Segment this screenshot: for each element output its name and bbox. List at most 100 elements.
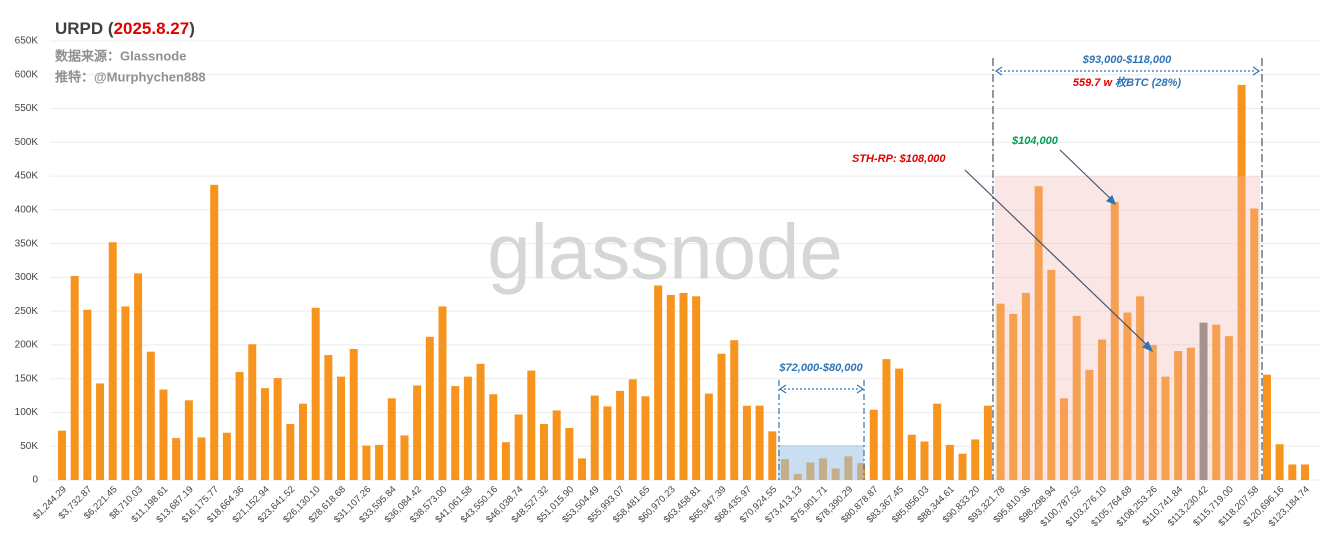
bar	[1110, 201, 1119, 481]
bar	[654, 285, 663, 480]
bar	[489, 394, 498, 480]
y-tick-label: 250K	[15, 306, 39, 317]
arrow-heads	[994, 66, 1261, 76]
bar	[1047, 269, 1056, 480]
bar	[983, 405, 992, 480]
bar	[172, 438, 181, 480]
bar	[425, 336, 434, 480]
bar	[1034, 186, 1043, 480]
bar	[83, 309, 92, 480]
bar	[616, 390, 625, 480]
subtitle: 数据来源：Glassnode	[55, 48, 186, 63]
bar	[121, 306, 130, 480]
bar	[438, 306, 447, 480]
watermark: glassnode	[487, 208, 843, 296]
y-tick-label: 50K	[20, 441, 38, 452]
bar	[514, 414, 523, 480]
bar	[755, 405, 764, 480]
bar	[362, 445, 371, 480]
bar	[1301, 464, 1309, 480]
bar	[248, 344, 257, 480]
bar	[413, 385, 422, 480]
subtitle: 推特：@Murphychen888	[55, 69, 206, 84]
guides	[778, 58, 1263, 480]
range-low-shade	[778, 445, 864, 480]
bar	[1136, 296, 1145, 480]
bar	[692, 296, 701, 480]
y-tick-label: 450K	[15, 171, 39, 182]
bar	[628, 379, 637, 480]
bar	[260, 388, 269, 480]
bar	[578, 458, 587, 480]
bar	[96, 383, 105, 480]
bar	[324, 355, 333, 480]
bar	[1060, 398, 1069, 480]
arrow-heads	[778, 384, 865, 394]
y-tick-label: 150K	[15, 373, 39, 384]
bar	[552, 410, 561, 480]
annotation-part: 559.7 w	[1073, 77, 1114, 89]
bar	[311, 307, 320, 480]
bar	[717, 353, 726, 480]
grid: 0 50K 100K 150K 200K 250K 300K 350K 400K 450K 500K…	[15, 36, 1320, 486]
bar	[349, 348, 358, 480]
bar	[108, 242, 117, 480]
bar	[387, 398, 396, 480]
bar	[463, 376, 472, 480]
y-tick-label: 400K	[15, 204, 39, 215]
bar	[58, 430, 66, 480]
bar	[337, 376, 346, 480]
y-tick-label: 600K	[15, 69, 39, 80]
bar	[1072, 315, 1081, 480]
bar	[210, 184, 219, 480]
bar	[400, 435, 409, 480]
bar	[768, 431, 777, 480]
annotation-part: 枚BTC (28%)	[1115, 76, 1181, 89]
bar	[1021, 292, 1030, 480]
bar	[945, 444, 954, 480]
bar	[882, 359, 891, 480]
bar	[641, 396, 650, 480]
annotation: $93,000-$118,000	[1082, 54, 1172, 66]
bar	[146, 351, 155, 480]
bar	[1085, 369, 1094, 480]
bar	[222, 432, 231, 480]
bar	[1174, 351, 1183, 480]
y-tick-label: 500K	[15, 137, 39, 148]
bar	[590, 395, 599, 480]
bar	[1250, 208, 1259, 480]
bar	[184, 400, 193, 480]
bar	[603, 406, 612, 480]
bar	[286, 423, 295, 480]
bar	[1288, 464, 1297, 480]
bar	[134, 273, 143, 480]
bar	[920, 441, 929, 480]
bar	[1123, 312, 1132, 480]
bar	[730, 340, 739, 480]
arrow-head	[1141, 340, 1154, 353]
bar	[996, 303, 1005, 480]
y-tick-label: 300K	[15, 272, 39, 283]
y-tick-label: 100K	[15, 407, 39, 418]
bar	[971, 439, 980, 480]
bar	[895, 368, 904, 480]
bar	[704, 393, 713, 480]
bar	[679, 292, 688, 480]
bar	[235, 371, 244, 480]
bar	[1098, 339, 1107, 480]
bar	[451, 386, 460, 480]
bar	[1275, 444, 1284, 480]
y-tick-label: 200K	[15, 340, 39, 351]
bar	[1199, 322, 1208, 480]
annotation: $72,000-$80,000	[778, 362, 863, 374]
bar	[70, 276, 79, 480]
bar	[159, 389, 168, 480]
bar	[527, 370, 536, 480]
bar	[666, 294, 675, 480]
chart-title: URPD (2025.8.27)	[55, 19, 195, 38]
annotation: $104,000	[1011, 135, 1059, 147]
bar	[1161, 376, 1170, 480]
bar	[1148, 344, 1157, 480]
title-part: )	[189, 19, 195, 38]
